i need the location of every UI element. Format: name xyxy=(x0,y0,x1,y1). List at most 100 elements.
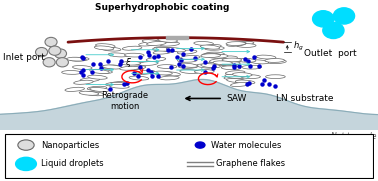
Ellipse shape xyxy=(209,58,229,63)
Ellipse shape xyxy=(67,57,86,61)
Ellipse shape xyxy=(236,58,256,62)
Circle shape xyxy=(313,11,334,27)
Ellipse shape xyxy=(153,47,172,51)
Circle shape xyxy=(49,46,61,55)
Ellipse shape xyxy=(108,81,128,86)
Ellipse shape xyxy=(87,86,107,90)
Circle shape xyxy=(56,58,68,67)
Ellipse shape xyxy=(65,87,85,91)
Ellipse shape xyxy=(158,38,178,42)
Ellipse shape xyxy=(102,65,122,69)
FancyBboxPatch shape xyxy=(5,134,373,178)
Ellipse shape xyxy=(153,71,172,75)
Ellipse shape xyxy=(139,42,158,46)
Ellipse shape xyxy=(266,60,286,64)
Ellipse shape xyxy=(121,61,141,65)
Circle shape xyxy=(333,8,355,24)
Ellipse shape xyxy=(224,75,243,79)
Ellipse shape xyxy=(241,75,260,79)
Ellipse shape xyxy=(234,41,254,45)
Ellipse shape xyxy=(154,47,174,51)
Ellipse shape xyxy=(201,64,220,68)
Ellipse shape xyxy=(236,44,256,47)
Ellipse shape xyxy=(178,65,198,68)
Text: Outlet  port: Outlet port xyxy=(304,49,357,58)
Ellipse shape xyxy=(202,53,222,57)
Ellipse shape xyxy=(96,44,115,48)
Ellipse shape xyxy=(194,41,214,45)
Ellipse shape xyxy=(208,54,228,58)
Text: $h_g$: $h_g$ xyxy=(293,40,304,53)
Text: LN substrate: LN substrate xyxy=(276,94,333,103)
Ellipse shape xyxy=(166,48,186,52)
Circle shape xyxy=(195,142,205,148)
Ellipse shape xyxy=(122,46,142,50)
Ellipse shape xyxy=(147,41,166,45)
Ellipse shape xyxy=(161,72,180,76)
Circle shape xyxy=(36,47,48,57)
Ellipse shape xyxy=(159,48,178,52)
Text: Graphene flakes: Graphene flakes xyxy=(216,159,285,168)
Circle shape xyxy=(15,157,36,171)
Ellipse shape xyxy=(73,66,92,70)
Ellipse shape xyxy=(194,70,214,73)
Ellipse shape xyxy=(265,59,285,62)
Ellipse shape xyxy=(142,40,162,44)
Ellipse shape xyxy=(221,66,241,70)
Ellipse shape xyxy=(197,64,216,68)
Ellipse shape xyxy=(178,63,198,67)
Ellipse shape xyxy=(101,47,121,51)
Ellipse shape xyxy=(208,62,227,66)
Ellipse shape xyxy=(157,65,177,68)
Ellipse shape xyxy=(232,73,252,77)
Ellipse shape xyxy=(79,91,99,95)
Ellipse shape xyxy=(225,71,245,75)
Circle shape xyxy=(54,49,67,58)
Ellipse shape xyxy=(105,82,125,86)
Ellipse shape xyxy=(201,45,221,49)
Ellipse shape xyxy=(249,60,269,64)
Ellipse shape xyxy=(124,53,144,57)
Ellipse shape xyxy=(90,69,109,73)
Ellipse shape xyxy=(84,92,104,96)
Ellipse shape xyxy=(80,78,100,82)
Ellipse shape xyxy=(205,52,225,56)
Ellipse shape xyxy=(139,62,158,66)
Ellipse shape xyxy=(226,42,246,45)
Ellipse shape xyxy=(146,57,166,61)
Ellipse shape xyxy=(135,70,155,75)
Circle shape xyxy=(18,140,34,150)
Ellipse shape xyxy=(235,80,255,84)
Circle shape xyxy=(323,22,344,39)
Ellipse shape xyxy=(126,66,146,70)
Ellipse shape xyxy=(74,80,93,84)
Ellipse shape xyxy=(93,69,112,73)
Text: Superhydrophobic coating: Superhydrophobic coating xyxy=(95,3,230,12)
Ellipse shape xyxy=(100,65,120,69)
Ellipse shape xyxy=(62,71,81,74)
Text: Retrograde
motion: Retrograde motion xyxy=(101,91,148,111)
Ellipse shape xyxy=(227,42,246,46)
Ellipse shape xyxy=(266,75,285,79)
Ellipse shape xyxy=(242,65,262,69)
Ellipse shape xyxy=(222,58,242,62)
Ellipse shape xyxy=(213,61,232,65)
Ellipse shape xyxy=(218,56,237,60)
Ellipse shape xyxy=(155,40,175,43)
Ellipse shape xyxy=(178,58,197,62)
Bar xyxy=(166,37,188,39)
Text: Not to scale: Not to scale xyxy=(331,132,376,141)
Ellipse shape xyxy=(110,84,129,88)
Text: Liquid droplets: Liquid droplets xyxy=(41,159,104,168)
Ellipse shape xyxy=(70,57,89,61)
Ellipse shape xyxy=(226,79,246,83)
Ellipse shape xyxy=(225,74,245,79)
Ellipse shape xyxy=(256,55,276,59)
Text: Nanoparticles: Nanoparticles xyxy=(41,141,99,150)
Ellipse shape xyxy=(160,76,179,80)
Ellipse shape xyxy=(177,50,197,54)
Circle shape xyxy=(45,37,57,47)
Ellipse shape xyxy=(231,82,250,87)
Ellipse shape xyxy=(94,46,114,50)
Ellipse shape xyxy=(160,42,180,46)
